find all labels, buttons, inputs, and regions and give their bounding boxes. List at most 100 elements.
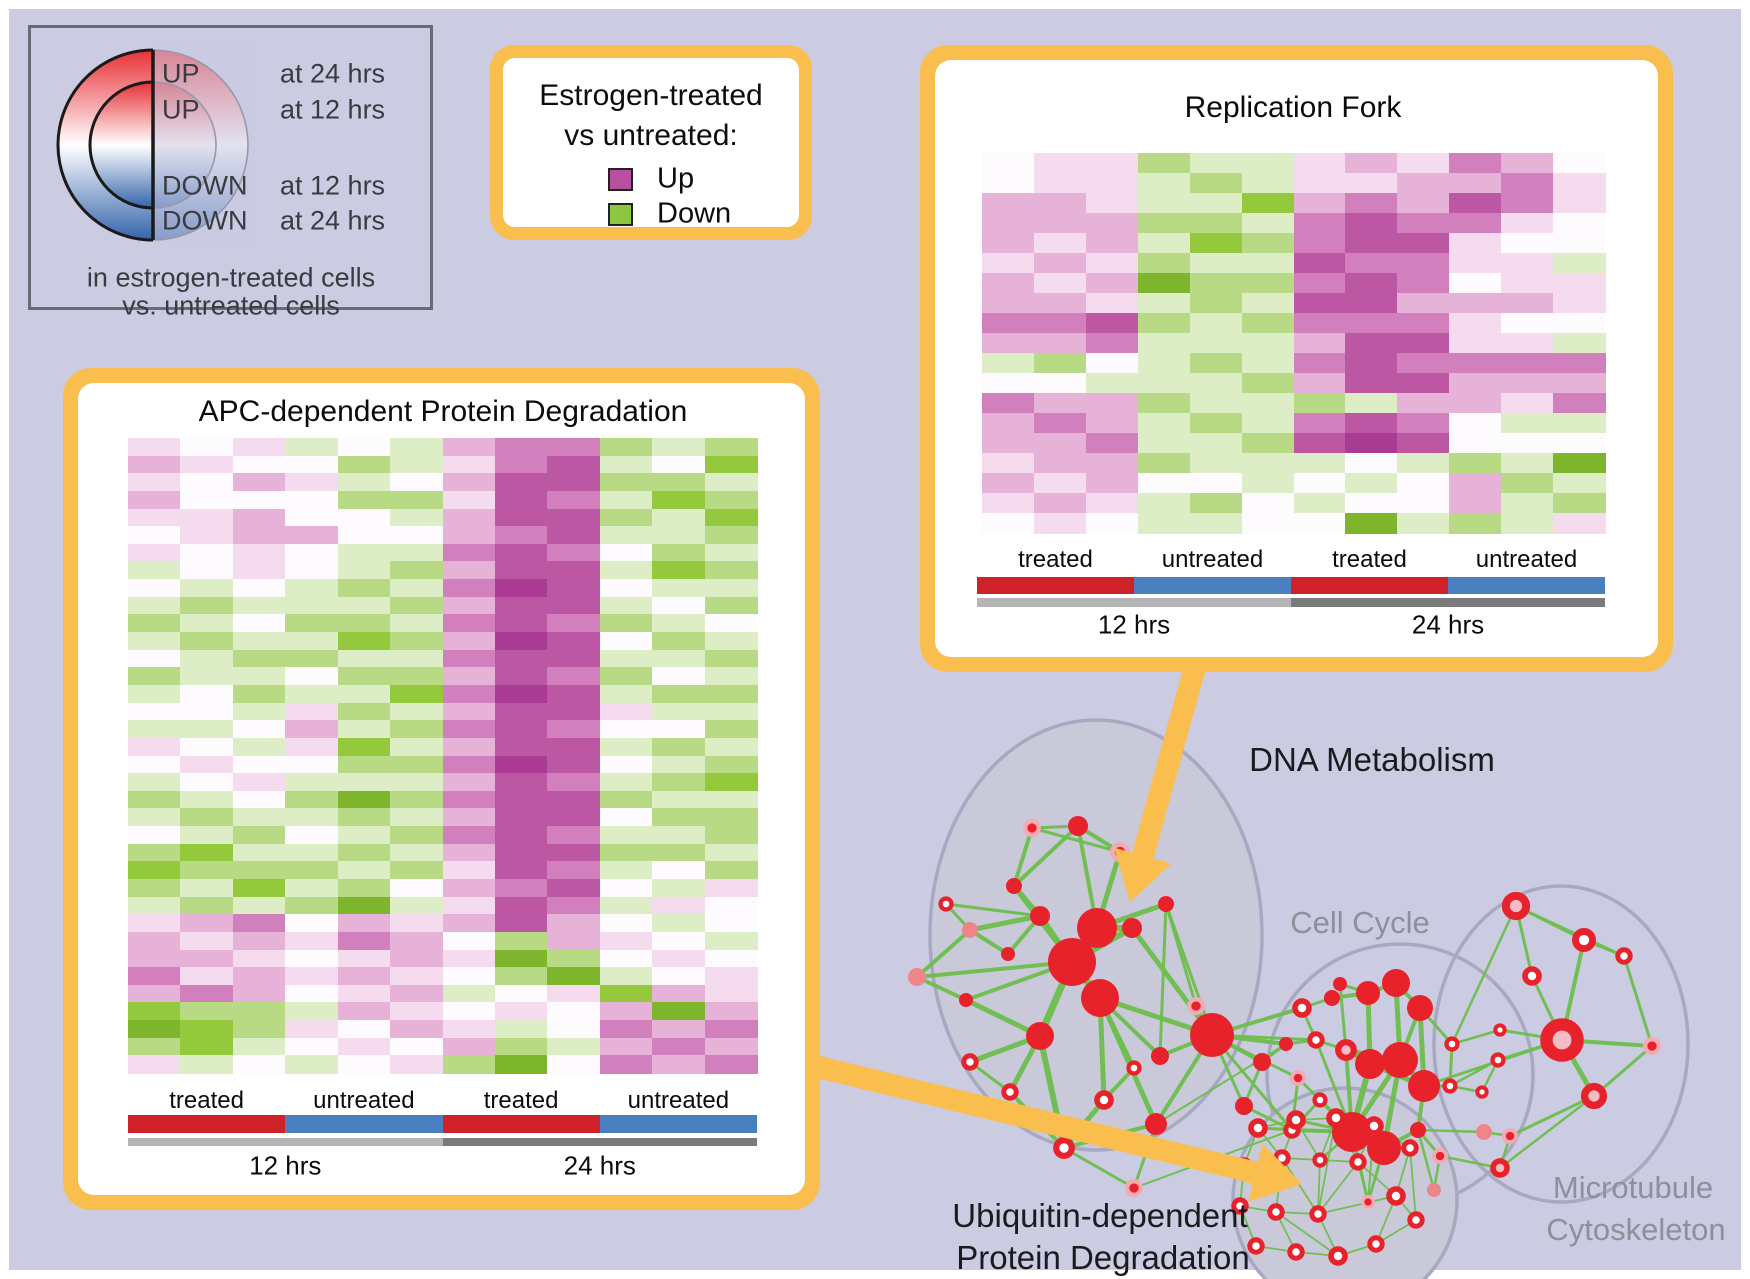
heatmap-cell [1085,513,1139,534]
heatmap-cell [1449,193,1502,214]
rf-group-bar [977,577,1134,594]
heatmap-cell [285,826,339,845]
heatmap-cell [232,684,286,704]
heatmap-cell [337,649,391,668]
heatmap-cell [599,614,653,633]
heatmap-cell [652,808,706,827]
heatmap-cell [1241,513,1295,534]
heatmap-cell [1293,193,1347,214]
heatmap-cell [547,1020,601,1039]
heatmap-cell [390,1055,444,1074]
heatmap-cell [547,914,601,933]
heatmap-cell [547,508,601,527]
heatmap-cell [1189,333,1243,354]
network-edge [1317,1161,1359,1215]
network-node-whitecenter [1231,1197,1249,1215]
heatmap-cell [599,702,653,721]
heatmap-cell [1553,433,1606,454]
ring-caption-line1: in estrogen-treated cells [86,262,376,293]
heatmap-cell [285,931,339,951]
heatmap-cell [180,684,234,704]
heatmap-cell [982,153,1035,174]
network-node-whitecenter [1292,998,1312,1018]
heatmap-cell [232,579,286,598]
heatmap-cell [337,878,391,898]
heatmap-cell [390,1002,444,1021]
heatmap-cell [128,720,182,739]
heatmap-cell [1449,373,1502,394]
heatmap-cell [1293,513,1347,534]
heatmap-cell [180,543,234,563]
heatmap-cell [180,614,234,633]
heatmap-cell [390,596,444,615]
heatmap-cell [180,438,234,457]
heatmap-cell [442,526,496,545]
heatmap-cell [285,473,339,492]
heatmap-cell [128,632,182,651]
heatmap-cell [1553,253,1606,274]
heatmap-cell [652,878,706,898]
heatmap-cell [1189,273,1243,294]
heatmap-cell [1553,393,1606,414]
heatmap-cell [599,949,653,968]
network-node-whitecenter [1367,1235,1385,1253]
heatmap-cell [285,596,339,615]
network-node-whitecenter [1615,947,1633,965]
network-node-solid [1253,1053,1271,1071]
heatmap-cell [1397,393,1450,414]
heatmap-cell [1137,473,1191,494]
network-edge [915,928,972,979]
heatmap-cell [128,473,182,492]
heatmap-cell [1553,293,1606,314]
heatmap-cell [180,1055,234,1074]
heatmap-cell [494,914,548,933]
heatmap-cell [599,1055,653,1074]
down-color-swatch [608,203,633,226]
heatmap-cell [1137,173,1191,194]
heatmap-cell [1241,473,1295,494]
heatmap-cell [285,720,339,739]
heatmap-cell [1137,353,1191,374]
heatmap-cell [494,931,548,951]
heatmap-cell [232,808,286,827]
network-node-whitecenter [1247,1237,1265,1255]
network-edge [1097,996,1159,1126]
heatmap-cell [704,508,758,527]
ring-gradient-diagram [56,46,255,244]
heatmap-cell [494,684,548,704]
heatmap-cell [1241,273,1295,294]
heatmap-cell [390,861,444,880]
heatmap-cell [232,561,286,580]
heatmap-cell [547,561,601,580]
arrow-head [1114,847,1172,902]
network-node-whitecenter [1312,1092,1328,1108]
heatmap-cell [1137,453,1191,474]
heatmap-cell [1553,173,1606,194]
heatmap-cell [390,632,444,651]
heatmap-cell [1397,313,1450,334]
network-node-solid [1081,979,1119,1017]
ring-row-time: at 24 hrs [280,58,386,89]
heatmap-cell [982,353,1035,374]
heatmap-cell [128,737,182,757]
heatmap-cell [1085,393,1139,414]
heatmap-cell [599,720,653,739]
heatmap-cell [1449,393,1502,414]
heatmap-cell [704,702,758,721]
heatmap-cell [1449,493,1502,514]
heatmap-cell [704,773,758,792]
heatmap-cell [1553,453,1606,474]
network-node-whitecenter [1407,1211,1425,1229]
network-node-solid [1367,1131,1401,1165]
heatmap-cell [390,455,444,474]
heatmap-cell [1449,273,1502,294]
heatmap-cell [547,1055,601,1074]
network-edge [1449,1058,1499,1088]
heatmap-cell [442,455,496,474]
heatmap-cell [652,579,706,598]
heatmap-cell [599,861,653,880]
heatmap-cell [128,702,182,721]
heatmap-cell [1345,333,1398,354]
estrogen-legend-title-line2: vs untreated: [564,119,738,152]
heatmap-cell [442,614,496,633]
